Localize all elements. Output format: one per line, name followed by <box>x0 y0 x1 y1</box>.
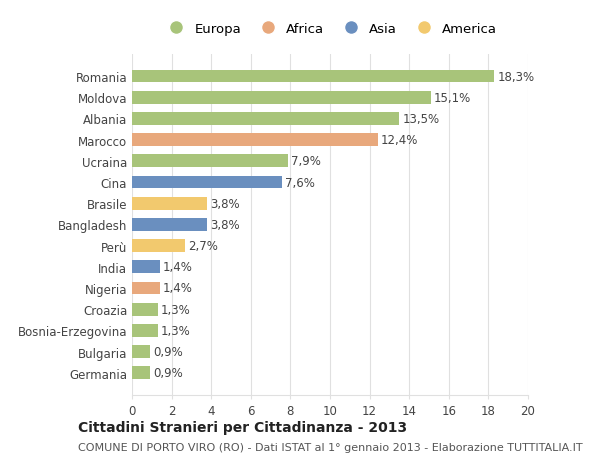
Bar <box>132 176 283 189</box>
Bar <box>132 367 150 379</box>
Text: 15,1%: 15,1% <box>434 91 471 105</box>
Text: Cittadini Stranieri per Cittadinanza - 2013: Cittadini Stranieri per Cittadinanza - 2… <box>78 420 407 435</box>
Bar <box>132 92 431 104</box>
Bar <box>132 218 207 231</box>
Text: 0,9%: 0,9% <box>153 345 182 358</box>
Text: 7,6%: 7,6% <box>286 176 316 189</box>
Text: 3,8%: 3,8% <box>210 197 240 210</box>
Bar <box>132 113 400 125</box>
Text: 1,3%: 1,3% <box>161 303 190 316</box>
Text: 2,7%: 2,7% <box>188 240 218 252</box>
Text: 1,3%: 1,3% <box>161 324 190 337</box>
Bar <box>132 346 150 358</box>
Bar <box>132 303 158 316</box>
Text: 12,4%: 12,4% <box>380 134 418 147</box>
Text: 7,9%: 7,9% <box>292 155 321 168</box>
Bar <box>132 261 160 274</box>
Text: 18,3%: 18,3% <box>497 70 535 84</box>
Bar <box>132 134 377 147</box>
Bar <box>132 282 160 295</box>
Text: 3,8%: 3,8% <box>210 218 240 231</box>
Text: 1,4%: 1,4% <box>163 261 193 274</box>
Text: 0,9%: 0,9% <box>153 366 182 380</box>
Text: 1,4%: 1,4% <box>163 282 193 295</box>
Legend: Europa, Africa, Asia, America: Europa, Africa, Asia, America <box>158 17 502 41</box>
Text: COMUNE DI PORTO VIRO (RO) - Dati ISTAT al 1° gennaio 2013 - Elaborazione TUTTITA: COMUNE DI PORTO VIRO (RO) - Dati ISTAT a… <box>78 442 583 452</box>
Bar <box>132 71 494 83</box>
Text: 13,5%: 13,5% <box>402 112 439 126</box>
Bar <box>132 155 289 168</box>
Bar <box>132 325 158 337</box>
Bar <box>132 240 185 252</box>
Bar <box>132 197 207 210</box>
